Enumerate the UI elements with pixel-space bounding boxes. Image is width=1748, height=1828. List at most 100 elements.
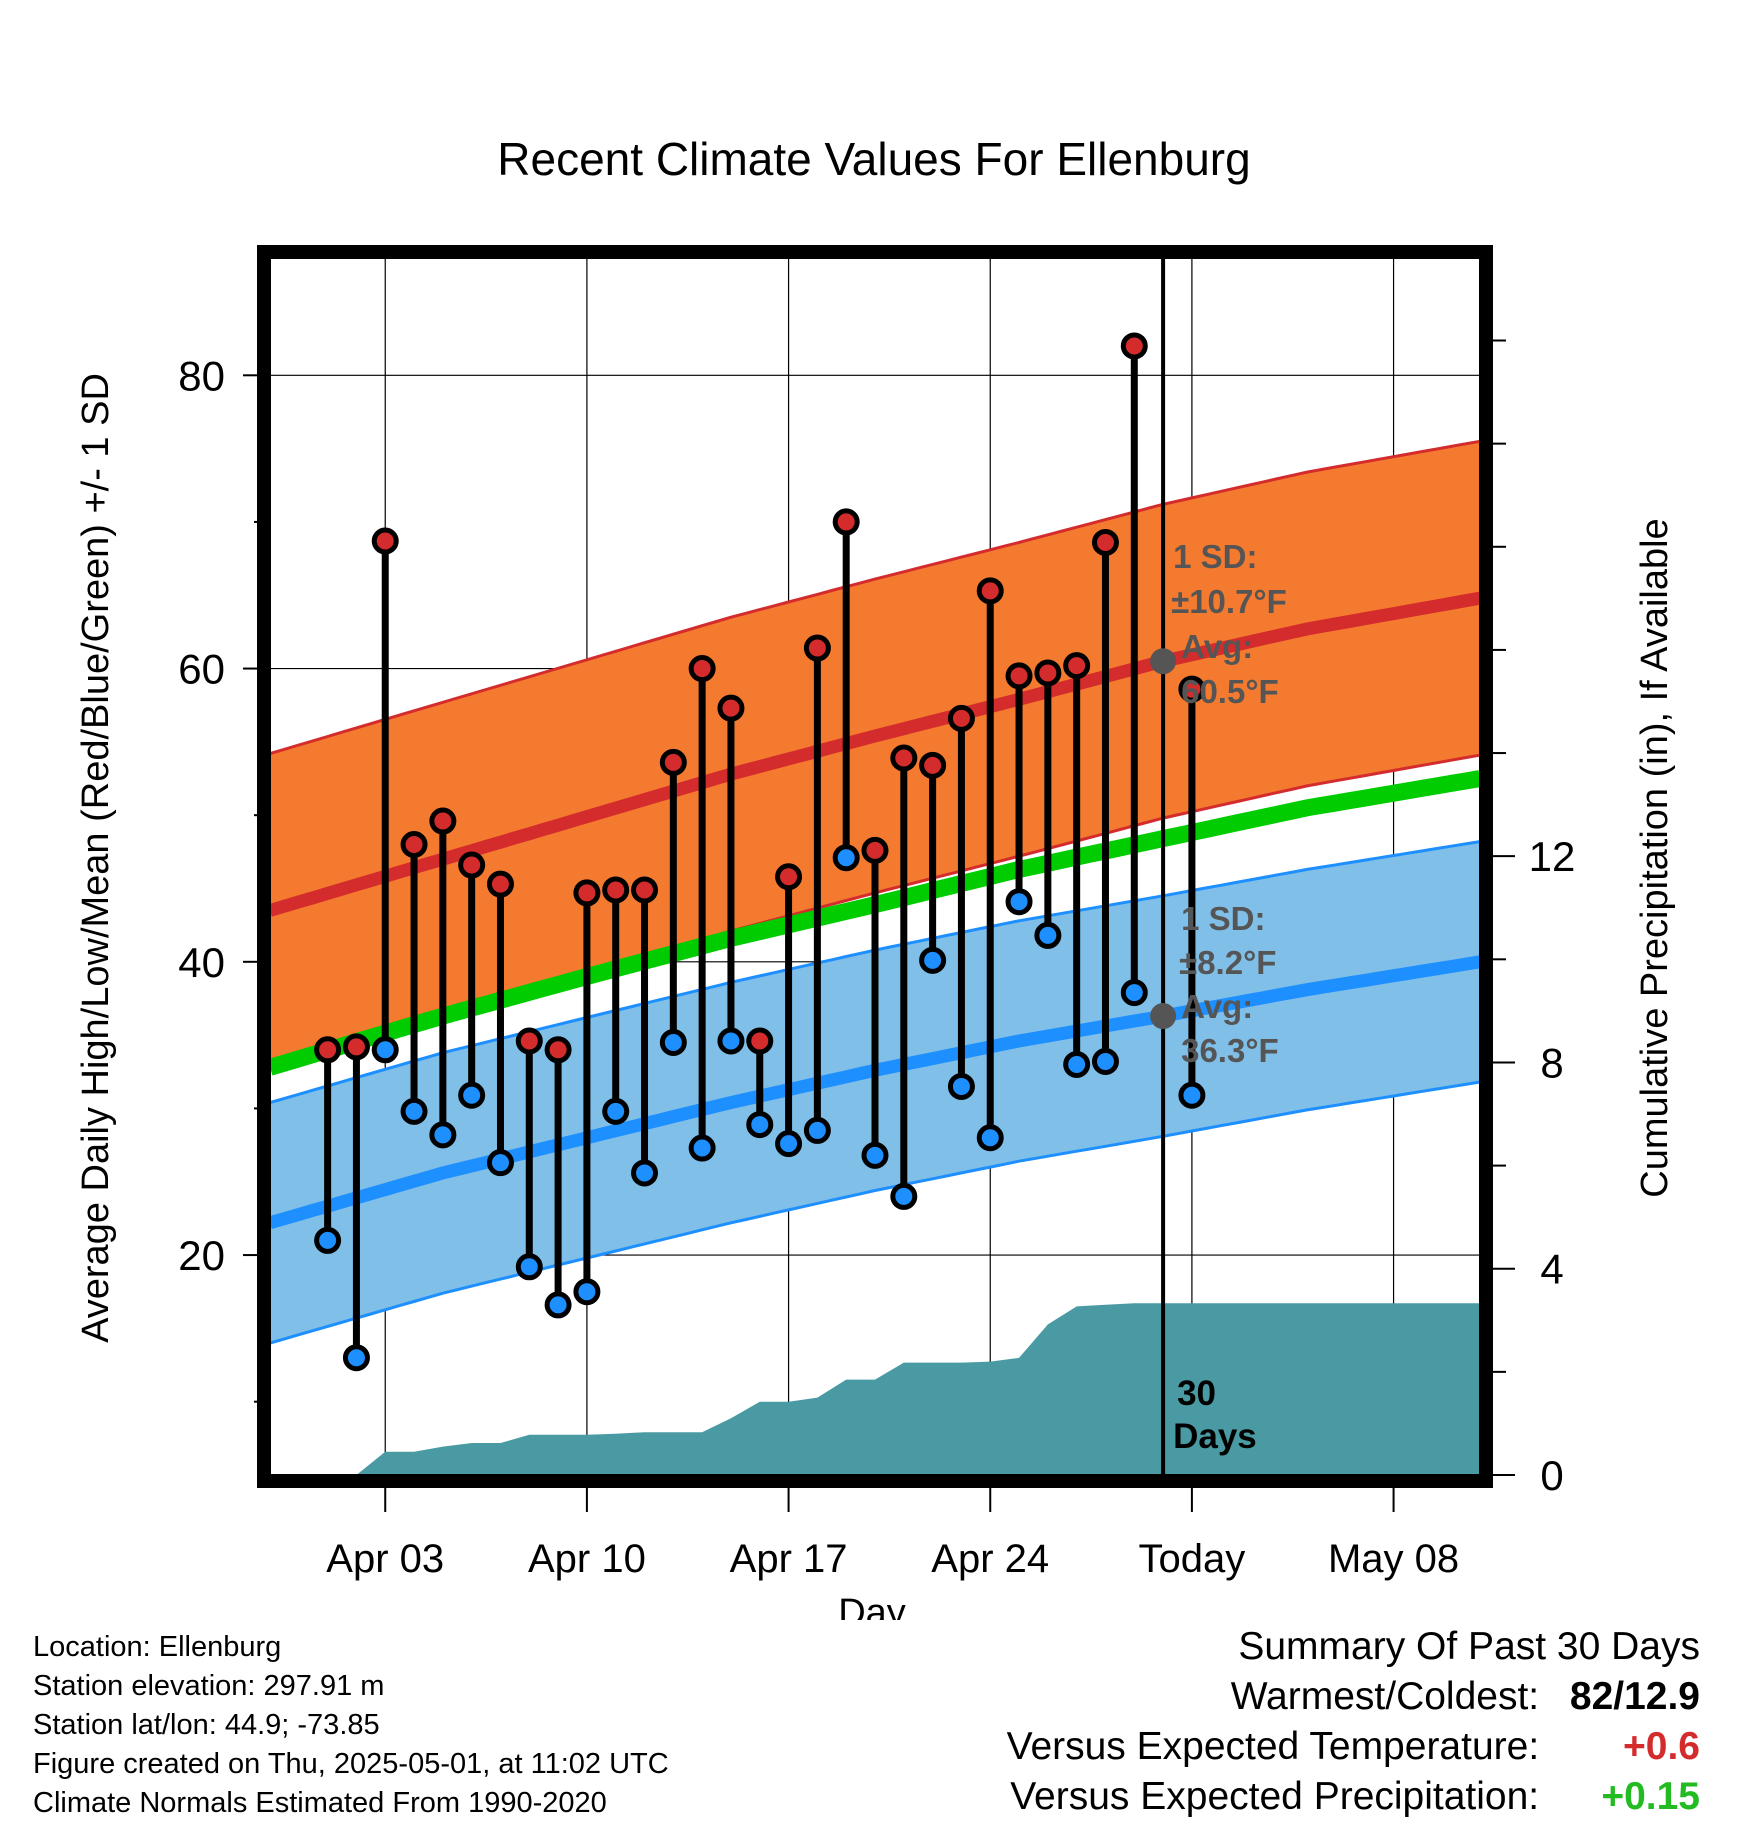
daily-low-point xyxy=(400,1097,428,1125)
daily-high-point xyxy=(717,694,745,722)
daily-low-point xyxy=(371,1036,399,1064)
temp-value: +0.6 xyxy=(1623,1725,1700,1768)
today-low-normal-marker xyxy=(1150,1003,1177,1030)
daily-low-point xyxy=(458,1081,486,1109)
daily-high-point xyxy=(1034,659,1062,687)
y-tick-label: 20 xyxy=(178,1232,225,1279)
data-layer xyxy=(270,258,1480,1475)
low-avg-value: 36.3°F xyxy=(1181,1032,1279,1069)
daily-high-point xyxy=(803,634,831,662)
high-sd-upper-line xyxy=(270,439,1480,756)
warmest-value: 82/12.9 xyxy=(1569,1675,1700,1718)
y2-tick-label: 12 xyxy=(1529,833,1576,880)
precip-label: Versus Expected Precipitation: xyxy=(1010,1775,1540,1818)
daily-high-point xyxy=(919,751,947,779)
daily-low-point xyxy=(342,1344,370,1372)
daily-low-point xyxy=(890,1182,918,1210)
daily-high-point xyxy=(659,748,687,776)
daily-low-point xyxy=(1120,979,1148,1007)
high-sd-band xyxy=(270,441,1480,1068)
high-avg-value: 60.5°F xyxy=(1181,673,1279,710)
daily-low-point xyxy=(775,1130,803,1158)
summary-title: Summary Of Past 30 Days xyxy=(1238,1625,1700,1668)
daily-high-point xyxy=(832,508,860,536)
daily-high-point xyxy=(400,831,428,859)
high-avg-label: Avg: xyxy=(1181,628,1253,665)
daily-high-point xyxy=(947,704,975,732)
daily-high-point xyxy=(342,1033,370,1061)
precip-value: +0.15 xyxy=(1601,1775,1700,1818)
station-info: Location: Ellenburg Station elevation: 2… xyxy=(33,1628,669,1823)
plot-frame xyxy=(257,245,1493,1488)
climate-chart: Recent Climate Values For Ellenburg 1 SD… xyxy=(75,133,1676,1620)
daily-low-point xyxy=(717,1027,745,1055)
summary-precip-row: Versus Expected Precipitation: +0.15 xyxy=(1007,1772,1700,1822)
daily-low-point xyxy=(1091,1048,1119,1076)
latlon-text: Station lat/lon: 44.9; -73.85 xyxy=(33,1709,380,1741)
plot-area: 1 SD: ±10.7°F Avg: 60.5°F 1 SD: ±8.2°F Avg: 36.… xyxy=(178,245,1576,1581)
x-tick-label: Apr 24 xyxy=(931,1537,1049,1581)
daily-high-point xyxy=(688,655,716,683)
daily-high-point xyxy=(976,577,1004,605)
x-tick-label: Apr 17 xyxy=(730,1537,848,1581)
daily-high-point xyxy=(1120,332,1148,360)
daily-low-point xyxy=(486,1149,514,1177)
days-count-label: 30 xyxy=(1177,1374,1216,1413)
daily-high-point xyxy=(602,876,630,904)
daily-high-point xyxy=(314,1036,342,1064)
daily-high-point xyxy=(429,807,457,835)
location-text: Location: Ellenburg xyxy=(33,1631,282,1663)
today-high-normal-marker xyxy=(1150,648,1177,675)
y2-tick-label: 4 xyxy=(1540,1246,1563,1293)
daily-high-point xyxy=(1178,675,1206,703)
daily-low-point xyxy=(631,1159,659,1187)
daily-high-point xyxy=(544,1036,572,1064)
x-tick-label: May 08 xyxy=(1328,1537,1459,1581)
daily-high-point xyxy=(631,876,659,904)
y2-tick-label: 0 xyxy=(1540,1452,1563,1499)
elevation-text: Station elevation: 297.91 m xyxy=(33,1670,385,1702)
high-sd-value: ±10.7°F xyxy=(1171,583,1287,620)
high-sd-label: 1 SD: xyxy=(1173,538,1257,575)
normal-high-line xyxy=(270,591,1480,917)
daily-high-point xyxy=(573,879,601,907)
x-tick-label: Apr 10 xyxy=(528,1537,646,1581)
daily-low-point xyxy=(947,1072,975,1100)
daily-low-point xyxy=(1178,1081,1206,1109)
daily-low-point xyxy=(746,1111,774,1139)
daily-high-point xyxy=(1091,528,1119,556)
y-axis-label: Average Daily High/Low/Mean (Red/Blue/Gr… xyxy=(75,373,117,1343)
daily-low-point xyxy=(659,1028,687,1056)
normals-text: Climate Normals Estimated From 1990-2020 xyxy=(33,1787,607,1819)
daily-high-point xyxy=(515,1027,543,1055)
daily-high-point xyxy=(775,863,803,891)
daily-low-point xyxy=(832,844,860,872)
daily-high-point xyxy=(1063,652,1091,680)
daily-low-point xyxy=(544,1291,572,1319)
daily-low-point xyxy=(1034,921,1062,949)
y-tick-label: 80 xyxy=(178,352,225,399)
daily-low-point xyxy=(803,1116,831,1144)
daily-high-point xyxy=(890,744,918,772)
daily-low-point xyxy=(515,1253,543,1281)
daily-low-point xyxy=(919,946,947,974)
x-axis-label: Day xyxy=(838,1592,906,1620)
daily-low-point xyxy=(314,1226,342,1254)
daily-high-point xyxy=(1005,662,1033,690)
summary-warmest-row: Warmest/Coldest: 82/12.9 xyxy=(1007,1672,1700,1722)
summary-panel: Summary Of Past 30 Days Warmest/Coldest:… xyxy=(1007,1622,1700,1822)
x-tick-label: Today xyxy=(1139,1537,1246,1581)
summary-temp-row: Versus Expected Temperature: +0.6 xyxy=(1007,1722,1700,1772)
warmest-label: Warmest/Coldest: xyxy=(1230,1675,1540,1718)
temp-label: Versus Expected Temperature: xyxy=(1006,1725,1540,1768)
days-word-label: Days xyxy=(1173,1417,1257,1456)
daily-high-point xyxy=(486,870,514,898)
daily-low-point xyxy=(429,1121,457,1149)
x-tick-label: Apr 03 xyxy=(326,1537,444,1581)
daily-high-point xyxy=(746,1027,774,1055)
daily-low-point xyxy=(1063,1050,1091,1078)
y2-axis-label: Cumulative Precipitation (in), If Availa… xyxy=(1634,518,1676,1197)
low-sd-lower-line xyxy=(270,1080,1480,1345)
chart-title: Recent Climate Values For Ellenburg xyxy=(497,133,1250,185)
daily-high-point xyxy=(371,527,399,555)
